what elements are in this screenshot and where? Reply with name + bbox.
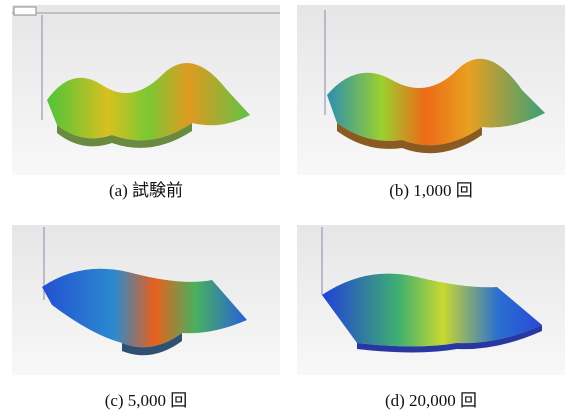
caption: (d) 20,000 回 xyxy=(297,386,565,411)
surface-image xyxy=(297,5,565,175)
page: (a) 試験前 (b) 1,000 回 (c) 5,000 回 (d) 20,0… xyxy=(0,0,570,412)
caption: (a) 試験前 xyxy=(12,176,280,201)
caption: (c) 5,000 回 xyxy=(12,386,280,411)
surface-image xyxy=(12,5,280,175)
surface-image xyxy=(12,225,280,375)
surface-image xyxy=(297,225,565,375)
caption: (b) 1,000 回 xyxy=(297,176,565,201)
